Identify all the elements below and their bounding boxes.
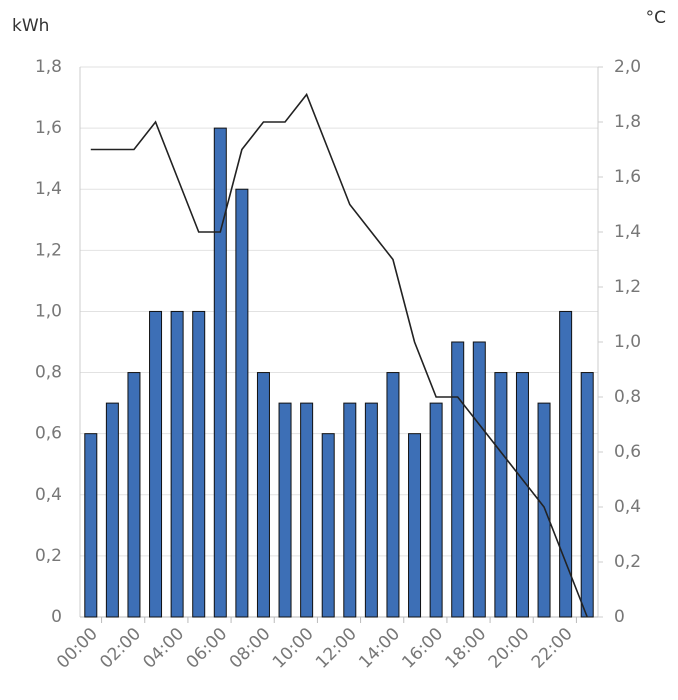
bar [580, 372, 594, 618]
bar [408, 433, 422, 618]
x-tick-label: 00:00 [53, 624, 102, 673]
y-tick-label: 1,6 [35, 118, 62, 138]
bar [559, 310, 573, 618]
y2-tick-label: 1,4 [614, 222, 641, 242]
bar [515, 372, 529, 618]
y-tick-label: 1,4 [35, 179, 62, 199]
y-tick-label: 1,2 [35, 240, 62, 260]
y2-tick-label: 1,6 [614, 167, 641, 187]
bar [429, 402, 443, 618]
x-tick-label: 12:00 [312, 624, 361, 673]
bar [235, 188, 249, 618]
y-tick-label: 0,4 [35, 485, 62, 505]
y-tick-label: 0,8 [35, 363, 62, 383]
y-tick-label: 0 [51, 607, 62, 627]
x-tick-label: 18:00 [442, 624, 491, 673]
bar [300, 402, 314, 618]
y2-tick-label: 0,6 [614, 442, 641, 462]
line [90, 92, 588, 618]
y-axis-title: kWh [12, 16, 49, 36]
x-tick-label: 04:00 [139, 624, 188, 673]
x-tick-label: 20:00 [485, 624, 534, 673]
x-tick-label: 08:00 [226, 624, 275, 673]
x-tick-label: 16:00 [398, 624, 447, 673]
bar [256, 372, 270, 618]
y-tick-label: 1,8 [35, 57, 62, 77]
y-tick-label: 1,0 [35, 301, 62, 321]
bar [343, 402, 357, 618]
x-tick-label: 02:00 [96, 624, 145, 673]
y2-tick-label: 1,2 [614, 277, 641, 297]
y2-tick-label: 0,2 [614, 552, 641, 572]
y-tick-label: 0,6 [35, 424, 62, 444]
y2-tick-label: 1,8 [614, 112, 641, 132]
x-tick-label: 06:00 [183, 624, 232, 673]
bar [127, 372, 141, 618]
y2-tick-label: 1,0 [614, 332, 641, 352]
bar [105, 402, 119, 618]
bar [494, 372, 508, 618]
bar [278, 402, 292, 618]
bar [451, 341, 465, 618]
y2-tick-label: 0 [614, 607, 625, 627]
bar [149, 310, 163, 618]
bar [192, 310, 206, 618]
y2-tick-label: 0,4 [614, 497, 641, 517]
bar [170, 310, 184, 618]
bar [364, 402, 378, 618]
bar [472, 341, 486, 618]
y2-tick-label: 2,0 [614, 57, 641, 77]
bar [386, 372, 400, 618]
bar [321, 433, 335, 618]
bar [213, 127, 227, 618]
bar [84, 433, 98, 618]
bar [537, 402, 551, 618]
x-tick-label: 22:00 [528, 624, 577, 673]
x-tick-label: 10:00 [269, 624, 318, 673]
y2-tick-label: 0,8 [614, 387, 641, 407]
x-tick-label: 14:00 [355, 624, 404, 673]
y2-axis-title: °C [646, 8, 666, 28]
y-tick-label: 0,2 [35, 546, 62, 566]
